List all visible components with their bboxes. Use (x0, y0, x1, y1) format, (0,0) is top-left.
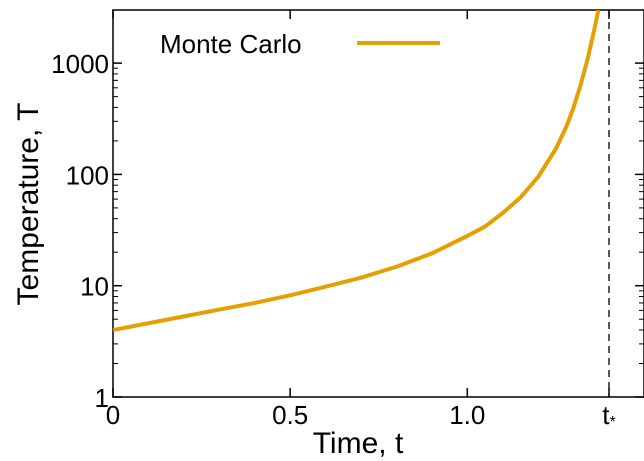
x-tick-label: 0 (106, 400, 120, 430)
y-tick-label: 1 (95, 383, 109, 413)
series-line-0 (113, 10, 601, 332)
y-tick-label: 10 (80, 272, 109, 302)
y-axis-title: Temperature, T (12, 103, 45, 306)
y-tick-label: 1000 (51, 49, 109, 79)
x-tick-label: 0.5 (272, 400, 308, 430)
x-tick-label: t* (602, 400, 615, 431)
legend-label: Monte Carlo (160, 29, 302, 59)
plot-area: 1 10 100 1000 0 0.5 1.0 t* Monte Carlo Time, t Tem… (12, 9, 644, 460)
plot-frame (112, 9, 644, 398)
x-tick-label: 1.0 (449, 400, 485, 430)
x-axis-title: Time, t (313, 427, 404, 460)
y-tick-label: 100 (66, 160, 109, 190)
